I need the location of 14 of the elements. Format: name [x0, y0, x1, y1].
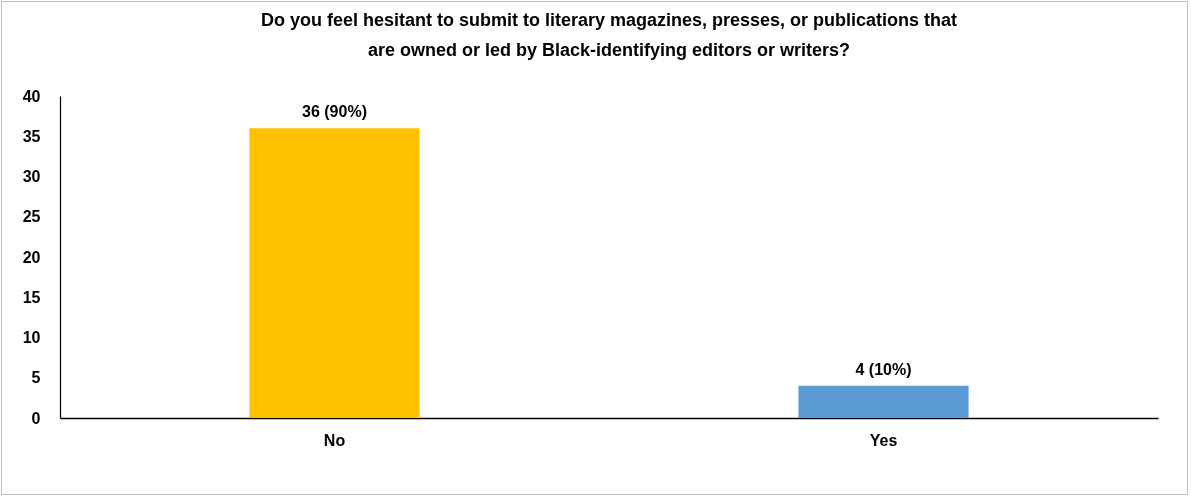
x-tick-label: Yes — [869, 431, 898, 449]
x-tick-label: No — [323, 431, 346, 449]
y-tick-label: 0 — [31, 409, 41, 427]
y-tick-label: 25 — [22, 208, 41, 226]
y-tick-label: 10 — [22, 329, 41, 346]
data-label: 36 (90%) — [302, 103, 367, 121]
y-tick-label: 35 — [22, 127, 41, 145]
y-tick-label: 30 — [22, 168, 41, 185]
y-tick-label: 5 — [31, 369, 41, 387]
chart-title: Do you feel hesitant to submit to literary magazines, presses, or publications that are owned or led by Black-identifying editors or writers? — [260, 10, 958, 60]
data-label: 4 (10%) — [855, 360, 912, 378]
y-tick-label: 15 — [22, 288, 41, 306]
y-tick-label: 40 — [22, 87, 41, 105]
y-tick-label: 20 — [22, 248, 41, 266]
